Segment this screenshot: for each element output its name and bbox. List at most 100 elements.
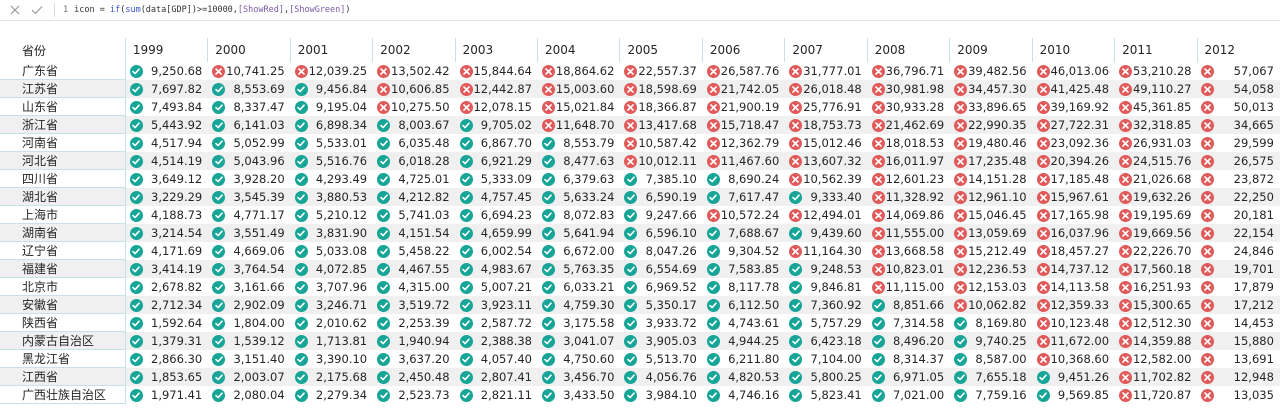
gdp-cell[interactable]: 3,984.10 — [620, 386, 702, 404]
gdp-cell[interactable]: 12,078.15 — [456, 98, 538, 116]
gdp-cell[interactable]: 19,632.26 — [1115, 188, 1197, 206]
gdp-cell[interactable]: 26,587.76 — [703, 62, 785, 80]
gdp-cell[interactable]: 9,846.81 — [785, 278, 867, 296]
gdp-cell[interactable]: 7,759.16 — [950, 386, 1032, 404]
gdp-cell[interactable]: 8,553.79 — [538, 134, 620, 152]
gdp-cell[interactable]: 6,379.63 — [538, 170, 620, 188]
gdp-cell[interactable]: 30,981.98 — [868, 80, 950, 98]
gdp-cell[interactable]: 6,672.00 — [538, 242, 620, 260]
gdp-cell[interactable]: 8,047.26 — [620, 242, 702, 260]
gdp-cell[interactable]: 7,688.67 — [703, 224, 785, 242]
gdp-cell[interactable]: 4,057.40 — [456, 350, 538, 368]
gdp-cell[interactable]: 1,379.31 — [126, 332, 208, 350]
gdp-cell[interactable]: 8,587.00 — [950, 350, 1032, 368]
gdp-cell[interactable]: 33,896.65 — [950, 98, 1032, 116]
gdp-cell[interactable]: 6,423.18 — [785, 332, 867, 350]
gdp-cell[interactable]: 3,928.20 — [208, 170, 290, 188]
gdp-cell[interactable]: 1,971.41 — [126, 386, 208, 404]
gdp-cell[interactable]: 6,921.29 — [456, 152, 538, 170]
gdp-cell[interactable]: 15,300.65 — [1115, 296, 1197, 314]
gdp-cell[interactable]: 7,360.92 — [785, 296, 867, 314]
gdp-cell[interactable]: 8,690.24 — [703, 170, 785, 188]
gdp-cell[interactable]: 3,041.07 — [538, 332, 620, 350]
gdp-cell[interactable]: 18,753.73 — [785, 116, 867, 134]
gdp-cell[interactable]: 5,043.96 — [208, 152, 290, 170]
gdp-cell[interactable]: 4,171.69 — [126, 242, 208, 260]
gdp-cell[interactable]: 21,026.68 — [1115, 170, 1197, 188]
gdp-cell[interactable]: 8,851.66 — [868, 296, 950, 314]
gdp-cell[interactable]: 10,368.60 — [1033, 350, 1115, 368]
gdp-cell[interactable]: 7,385.10 — [620, 170, 702, 188]
gdp-cell[interactable]: 6,002.54 — [456, 242, 538, 260]
gdp-cell[interactable]: 13,607.32 — [785, 152, 867, 170]
gdp-cell[interactable]: 10,012.11 — [620, 152, 702, 170]
gdp-cell[interactable]: 24,515.76 — [1115, 152, 1197, 170]
gdp-cell[interactable]: 6,969.52 — [620, 278, 702, 296]
gdp-cell[interactable]: 4,514.19 — [126, 152, 208, 170]
gdp-cell[interactable]: 5,516.76 — [291, 152, 373, 170]
gdp-cell[interactable]: 10,062.82 — [950, 296, 1032, 314]
gdp-cell[interactable]: 8,553.69 — [208, 80, 290, 98]
gdp-cell[interactable]: 11,328.92 — [868, 188, 950, 206]
gdp-cell[interactable]: 22,557.37 — [620, 62, 702, 80]
gdp-cell[interactable]: 3,905.03 — [620, 332, 702, 350]
gdp-cell[interactable]: 2,010.62 — [291, 314, 373, 332]
gdp-cell[interactable]: 3,456.70 — [538, 368, 620, 386]
gdp-cell[interactable]: 3,161.66 — [208, 278, 290, 296]
column-header-year[interactable]: 2002 — [373, 38, 456, 62]
gdp-cell[interactable]: 12,359.33 — [1033, 296, 1115, 314]
gdp-cell[interactable]: 11,672.00 — [1033, 332, 1115, 350]
gdp-cell[interactable]: 5,823.41 — [785, 386, 867, 404]
gdp-cell[interactable]: 13,668.58 — [868, 242, 950, 260]
gdp-cell[interactable]: 8,314.37 — [868, 350, 950, 368]
gdp-cell[interactable]: 6,867.70 — [456, 134, 538, 152]
gdp-cell[interactable]: 6,018.28 — [373, 152, 455, 170]
gdp-cell[interactable]: 9,333.40 — [785, 188, 867, 206]
gdp-cell[interactable]: 11,115.00 — [868, 278, 950, 296]
gdp-cell[interactable]: 8,337.47 — [208, 98, 290, 116]
gdp-cell[interactable]: 10,823.01 — [868, 260, 950, 278]
gdp-cell[interactable]: 20,394.26 — [1033, 152, 1115, 170]
gdp-cell[interactable]: 4,517.94 — [126, 134, 208, 152]
gdp-cell[interactable]: 15,967.61 — [1033, 188, 1115, 206]
row-header-province[interactable]: 河北省 — [0, 152, 126, 170]
commit-formula-icon[interactable] — [30, 3, 44, 17]
column-header-year[interactable]: 2003 — [456, 38, 539, 62]
gdp-cell[interactable]: 11,720.87 — [1115, 386, 1197, 404]
gdp-cell[interactable]: 36,796.71 — [868, 62, 950, 80]
gdp-cell[interactable]: 25,776.91 — [785, 98, 867, 116]
row-header-province[interactable]: 湖北省 — [0, 188, 126, 206]
gdp-cell[interactable]: 53,210.28 — [1115, 62, 1197, 80]
gdp-cell[interactable]: 9,195.04 — [291, 98, 373, 116]
column-header-year[interactable]: 2006 — [703, 38, 786, 62]
gdp-cell[interactable]: 7,655.18 — [950, 368, 1032, 386]
gdp-cell[interactable]: 20,181 — [1197, 206, 1279, 224]
gdp-cell[interactable]: 7,617.47 — [703, 188, 785, 206]
gdp-cell[interactable]: 2,003.07 — [208, 368, 290, 386]
column-header-year[interactable]: 2001 — [291, 38, 374, 62]
gdp-cell[interactable]: 7,104.00 — [785, 350, 867, 368]
gdp-cell[interactable]: 5,443.92 — [126, 116, 208, 134]
gdp-cell[interactable]: 4,757.45 — [456, 188, 538, 206]
gdp-cell[interactable]: 15,021.84 — [538, 98, 620, 116]
gdp-cell[interactable]: 16,011.97 — [868, 152, 950, 170]
gdp-cell[interactable]: 19,669.56 — [1115, 224, 1197, 242]
gdp-cell[interactable]: 1,940.94 — [373, 332, 455, 350]
gdp-cell[interactable]: 3,519.72 — [373, 296, 455, 314]
gdp-cell[interactable]: 5,007.21 — [456, 278, 538, 296]
gdp-cell[interactable]: 1,804.00 — [208, 314, 290, 332]
gdp-cell[interactable]: 2,175.68 — [291, 368, 373, 386]
row-header-province[interactable]: 湖南省 — [0, 224, 126, 242]
gdp-cell[interactable]: 3,246.71 — [291, 296, 373, 314]
gdp-cell[interactable]: 19,701 — [1197, 260, 1279, 278]
gdp-cell[interactable]: 11,555.00 — [868, 224, 950, 242]
column-header-province[interactable]: 省份 — [0, 38, 126, 62]
gdp-cell[interactable]: 14,113.58 — [1033, 278, 1115, 296]
gdp-cell[interactable]: 12,039.25 — [291, 62, 373, 80]
gdp-cell[interactable]: 5,800.25 — [785, 368, 867, 386]
gdp-cell[interactable]: 10,572.24 — [703, 206, 785, 224]
gdp-cell[interactable]: 2,902.09 — [208, 296, 290, 314]
gdp-cell[interactable]: 3,637.20 — [373, 350, 455, 368]
gdp-cell[interactable]: 6,694.23 — [456, 206, 538, 224]
gdp-cell[interactable]: 46,013.06 — [1033, 62, 1115, 80]
